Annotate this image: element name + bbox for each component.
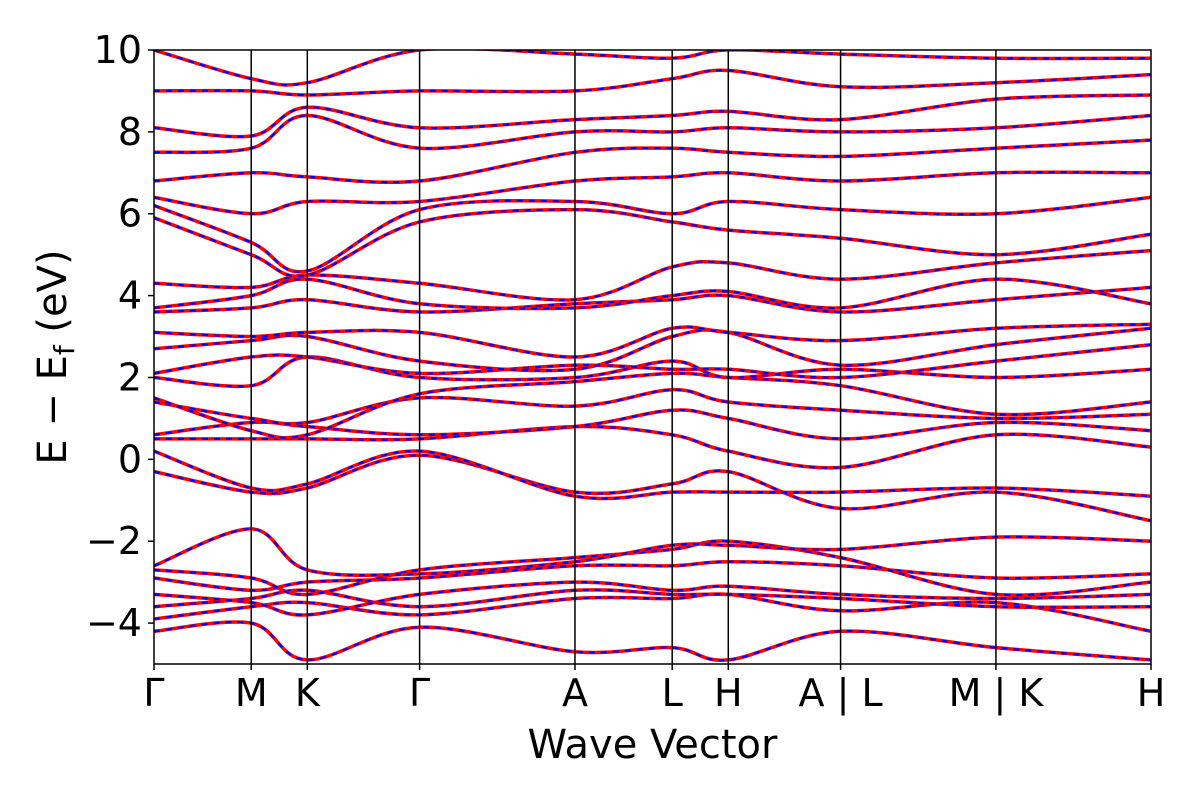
x-tick-label: A | L [799,671,883,716]
x-tick-label: M | K [949,671,1045,716]
x-tick-label: H [1137,671,1166,715]
y-tick-label: 6 [118,192,142,236]
y-tick-label: −4 [86,601,142,645]
band-line-dashed [154,196,1151,273]
band-line-solid [154,559,1151,593]
band-line-solid [154,50,1151,87]
y-axis-title-subscript: f [48,344,81,355]
band-line-dashed [154,171,1151,215]
band-line-dashed [154,388,1151,425]
band-line-dashed [154,560,1151,592]
y-tick-label: 2 [118,355,142,399]
band-line-dashed [154,69,1151,97]
x-tick-label: L [662,671,683,715]
x-tick-label: H [714,671,743,715]
band-line-dashed [154,139,1151,184]
band-line-dashed [154,588,1151,609]
band-line-dashed [154,592,1151,633]
band-line-solid [154,322,1151,359]
band-line-dashed [154,327,1151,372]
band-line-dashed [154,93,1151,138]
band-line-dashed [154,580,1151,617]
band-line-dashed [154,449,1151,500]
y-tick-label: 10 [94,28,142,72]
y-tick-label: 0 [118,437,142,481]
band-line-solid [154,371,1151,440]
y-tick-label: −2 [86,519,142,563]
band-line-solid [154,355,1151,389]
y-axis-title: E − Ef (eV) [30,249,81,464]
band-line-dashed [154,278,1151,310]
x-tick-label: M [235,671,268,715]
plot-frame [153,49,1152,665]
band-line-solid [154,424,1151,470]
band-line-dashed [154,454,1151,522]
band-line-dashed [154,620,1151,662]
band-line-dashed [154,114,1151,154]
x-tick-label: A [562,671,588,715]
x-tick-label: K [295,671,321,715]
y-tick-label: 8 [118,110,142,154]
band-line-solid [154,207,1151,278]
y-ticks-layer: 10 8 6 4 2 0 −2 −4 [86,28,154,645]
x-tick-label: Γ [143,671,164,715]
band-line-solid [154,277,1151,311]
x-tick-label: Γ [409,671,430,715]
kpoint-lines-layer [250,50,997,664]
band-line-dashed [154,539,1151,597]
y-axis-title-unit: (eV) [30,249,76,345]
band-line-dashed [154,343,1151,379]
y-tick-label: 4 [118,274,142,318]
band-line-dashed [154,286,1151,314]
band-line-dashed [154,372,1151,439]
bands-layer [154,50,1151,662]
band-line-solid [154,620,1151,662]
band-line-dashed [154,323,1151,359]
band-line-dashed [154,50,1151,87]
x-axis-title: Wave Vector [528,722,779,768]
band-line-dashed [154,249,1151,302]
y-axis-title-main: E − E [30,355,76,465]
band-line-solid [154,527,1151,578]
